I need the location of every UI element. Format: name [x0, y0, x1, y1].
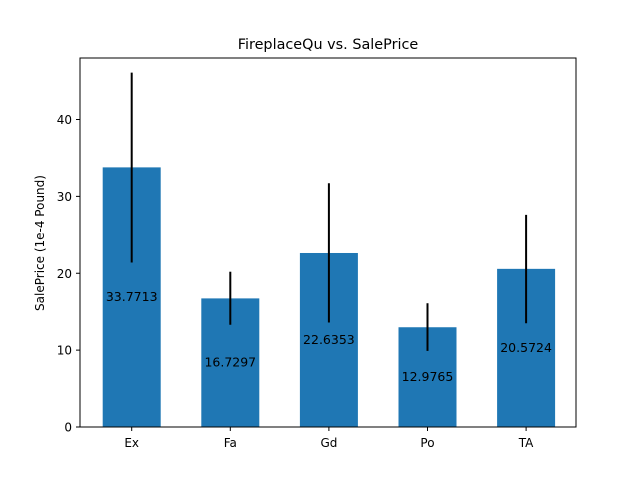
- y-tick-label: 0: [64, 421, 72, 435]
- y-tick-label: 20: [57, 267, 72, 281]
- x-tick-label: Ex: [124, 436, 139, 450]
- x-tick-label: TA: [518, 436, 534, 450]
- value-label-Ex: 33.7713: [106, 289, 158, 304]
- value-label-TA: 20.5724: [500, 340, 552, 355]
- chart-title: FireplaceQu vs. SalePrice: [238, 37, 419, 53]
- y-tick-label: 10: [57, 344, 72, 358]
- y-tick-label: 40: [57, 113, 72, 127]
- y-axis-label: SalePrice (1e-4 Pound): [33, 175, 47, 311]
- axes-frame: [79, 57, 577, 428]
- value-label-Gd: 22.6353: [303, 332, 355, 347]
- x-tick-label: Gd: [320, 436, 337, 450]
- value-label-Fa: 16.7297: [204, 355, 256, 370]
- x-tick-label: Fa: [224, 436, 237, 450]
- value-label-Po: 12.9765: [402, 369, 454, 384]
- plot-area: 33.7713 16.7297 22.6353 12.9765 20.5724 0 10 20…: [57, 57, 577, 450]
- y-tick-label: 30: [57, 190, 72, 204]
- x-tick-label: Po: [420, 436, 434, 450]
